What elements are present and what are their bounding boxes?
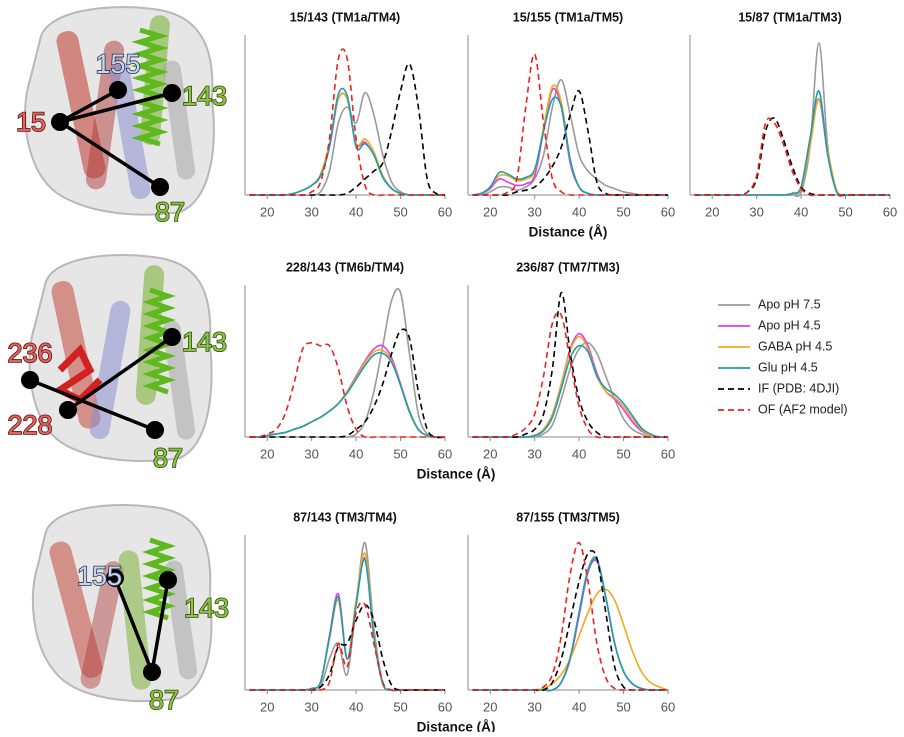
x-tick-label: 40 xyxy=(572,699,586,714)
residue-label: 87 xyxy=(153,443,183,473)
x-tick-label: 40 xyxy=(349,204,363,219)
residue-label: 143 xyxy=(182,81,227,111)
x-tick-label: 60 xyxy=(438,446,452,461)
series-line xyxy=(472,588,669,691)
x-tick-label: 40 xyxy=(349,446,363,461)
x-tick-label: 50 xyxy=(393,204,407,219)
series-line xyxy=(249,603,445,692)
x-tick-label: 60 xyxy=(438,204,452,219)
series-line xyxy=(249,552,445,692)
chart-title: 15/155 (TM1a/TM5) xyxy=(513,10,623,24)
x-tick-label: 30 xyxy=(749,204,763,219)
x-axis-label: Distance (Å) xyxy=(417,467,496,482)
residue-label: 236 xyxy=(7,338,52,368)
x-tick-label: 50 xyxy=(838,204,852,219)
x-tick-label: 50 xyxy=(393,699,407,714)
x-tick-label: 20 xyxy=(483,446,497,461)
series-line xyxy=(472,90,668,197)
series-line xyxy=(249,91,445,197)
series-line xyxy=(249,87,445,196)
x-tick-label: 30 xyxy=(304,204,318,219)
x-axis-label: Distance (Å) xyxy=(417,720,496,732)
legend-label: OF (AF2 model) xyxy=(758,402,848,416)
x-tick-label: 30 xyxy=(527,204,541,219)
x-axis-label: Distance (Å) xyxy=(529,225,608,240)
chart-title: 15/87 (TM1a/TM3) xyxy=(738,10,842,24)
residue-label: 228 xyxy=(7,410,52,440)
x-tick-label: 30 xyxy=(304,446,318,461)
series-line xyxy=(472,559,668,692)
chart-title: 15/143 (TM1a/TM4) xyxy=(290,10,400,24)
x-tick-label: 60 xyxy=(438,699,452,714)
series-line xyxy=(249,62,446,196)
series-line xyxy=(249,92,445,196)
chart-title: 236/87 (TM7/TM3) xyxy=(516,260,620,274)
series-line xyxy=(249,351,446,438)
series-line xyxy=(472,344,669,439)
x-tick-label: 20 xyxy=(483,699,497,714)
chart-title: 228/143 (TM6b/TM4) xyxy=(286,260,404,274)
series-line xyxy=(472,87,668,196)
series-line xyxy=(472,311,668,439)
residue-label: 143 xyxy=(184,593,229,623)
series-line xyxy=(694,117,890,197)
series-line xyxy=(249,557,445,692)
structure-panel: 155 143 15 87 xyxy=(15,6,228,228)
x-tick-label: 50 xyxy=(616,204,630,219)
residue-label: 143 xyxy=(182,327,227,357)
chart-title: 87/155 (TM3/TM5) xyxy=(516,510,620,524)
legend-label: GABA pH 4.5 xyxy=(758,339,832,353)
x-tick-label: 40 xyxy=(794,204,808,219)
series-line xyxy=(472,53,668,197)
residue-label: 155 xyxy=(77,561,122,591)
x-tick-label: 50 xyxy=(616,699,630,714)
series-line xyxy=(249,541,445,692)
series-line xyxy=(694,90,890,197)
x-tick-label: 30 xyxy=(527,699,541,714)
legend-label: Apo pH 4.5 xyxy=(758,318,821,332)
x-tick-label: 30 xyxy=(527,446,541,461)
series-line xyxy=(249,601,445,692)
residue-label: 87 xyxy=(149,685,179,715)
residue-label: 155 xyxy=(95,49,140,79)
series-line xyxy=(249,287,446,439)
x-tick-label: 50 xyxy=(616,446,630,461)
series-line xyxy=(249,341,445,439)
x-tick-label: 20 xyxy=(705,204,719,219)
x-tick-label: 40 xyxy=(349,699,363,714)
series-line xyxy=(694,98,890,197)
chart-title: 87/143 (TM3/TM4) xyxy=(293,510,397,524)
series-line xyxy=(694,42,890,198)
series-line xyxy=(472,96,668,196)
structure-panel: 143 236 228 87 xyxy=(7,254,228,474)
x-tick-label: 40 xyxy=(572,446,586,461)
x-tick-label: 60 xyxy=(883,204,897,219)
legend-label: Apo pH 7.5 xyxy=(758,297,821,311)
residue-label: 15 xyxy=(16,107,46,137)
legend-label: IF (PDB: 4DJI) xyxy=(758,381,839,395)
x-tick-label: 20 xyxy=(260,699,274,714)
legend-label: Glu pH 4.5 xyxy=(758,360,818,374)
series-line xyxy=(249,328,446,439)
x-tick-label: 20 xyxy=(260,446,274,461)
series-line xyxy=(694,117,890,197)
x-tick-label: 50 xyxy=(393,446,407,461)
x-tick-label: 60 xyxy=(661,204,675,219)
series-line xyxy=(249,92,445,196)
x-tick-label: 20 xyxy=(483,204,497,219)
series-line xyxy=(249,558,445,692)
x-tick-label: 40 xyxy=(572,204,586,219)
series-line xyxy=(472,541,668,692)
structure-panel: 155 143 87 xyxy=(31,504,230,716)
series-line xyxy=(472,78,668,197)
x-tick-label: 60 xyxy=(661,446,675,461)
x-tick-label: 60 xyxy=(661,699,675,714)
series-line xyxy=(249,48,445,197)
series-line xyxy=(694,98,890,197)
residue-label: 87 xyxy=(155,197,185,227)
x-tick-label: 20 xyxy=(260,204,274,219)
x-tick-label: 30 xyxy=(304,699,318,714)
